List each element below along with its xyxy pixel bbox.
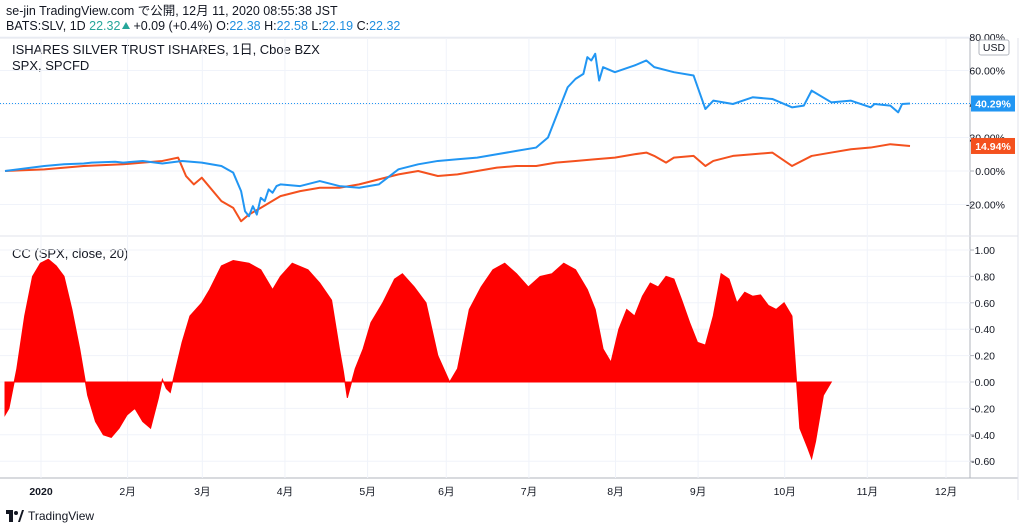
time-tick-label: 10月 bbox=[774, 486, 796, 498]
footer-label: TradingView bbox=[28, 509, 95, 523]
line-series bbox=[4, 52, 911, 223]
slv-last-badge-label: 40.29% bbox=[975, 99, 1011, 111]
cc-tick-label: -0.60 bbox=[971, 456, 995, 468]
tradingview-logo-icon bbox=[6, 510, 24, 522]
cc-tick-label: -0.20 bbox=[971, 403, 995, 415]
open-label: O: bbox=[216, 19, 230, 33]
currency-label: USD bbox=[983, 42, 1006, 54]
main-legend-line1[interactable]: ISHARES SILVER TRUST ISHARES, 1日, Cboe B… bbox=[12, 42, 320, 57]
low-label: L: bbox=[311, 19, 322, 33]
symbol-name: BATS:SLV, 1D bbox=[6, 19, 86, 33]
main-tick-label: 0.00% bbox=[975, 166, 1005, 178]
cc-area bbox=[4, 258, 833, 461]
slv-line bbox=[4, 52, 911, 218]
time-tick-label: 2020 bbox=[29, 486, 53, 498]
publish-title: se-jin TradingView.com で公開, 12月 11, 2020… bbox=[6, 4, 338, 18]
last-price: 22.32 bbox=[89, 19, 121, 33]
cc-tick-label: -0.40 bbox=[971, 430, 995, 442]
close-label: C: bbox=[356, 19, 370, 33]
high-label: H: bbox=[264, 19, 277, 33]
time-tick-label: 11月 bbox=[857, 486, 878, 498]
time-tick-label: 7月 bbox=[521, 486, 537, 498]
publish-info: se-jin TradingView.com で公開, 12月 11, 2020… bbox=[6, 4, 338, 19]
time-tick-label: 3月 bbox=[194, 486, 210, 498]
price-change: +0.09 (+0.4%) bbox=[133, 19, 213, 33]
time-tick-label: 6月 bbox=[438, 486, 454, 498]
main-tick-label: -20.00% bbox=[966, 200, 1005, 212]
slv-last-badge-box bbox=[971, 95, 1015, 112]
cc-tick-label: 1.00 bbox=[975, 245, 996, 257]
currency-box[interactable]: USD bbox=[978, 39, 1010, 56]
chart-frame bbox=[0, 37, 1019, 500]
open-value: 22.38 bbox=[229, 19, 261, 33]
time-tick-label: 8月 bbox=[607, 486, 623, 498]
close-value: 22.32 bbox=[369, 19, 401, 33]
last-value-badges: 40.29% 14.94% bbox=[971, 95, 1015, 154]
spx-line bbox=[4, 143, 911, 223]
spx-last-badge-box bbox=[971, 137, 1015, 154]
spx-last-badge-label: 14.94% bbox=[975, 141, 1011, 153]
cc-tick-label: 0.20 bbox=[975, 351, 996, 363]
cc-tick-label: 0.60 bbox=[975, 298, 996, 310]
footer-brand[interactable]: TradingView bbox=[6, 509, 94, 523]
time-axis[interactable]: 2020 2月 3月 4月 5月 6月 7月 8月 9月 10月 11月 12月 bbox=[29, 486, 957, 498]
time-tick-label: 2月 bbox=[119, 486, 135, 498]
symbol-quote-line: BATS:SLV, 1D 22.32 +0.09 (+0.4%) O:22.38 … bbox=[6, 19, 400, 34]
up-arrow-icon bbox=[122, 22, 131, 29]
time-tick-label: 9月 bbox=[690, 486, 706, 498]
time-tick-label: 4月 bbox=[277, 486, 293, 498]
time-tick-label: 5月 bbox=[359, 486, 375, 498]
cc-tick-label: 0.00 bbox=[975, 377, 996, 389]
main-tick-label: 60.00% bbox=[969, 66, 1005, 78]
low-value: 22.19 bbox=[321, 19, 354, 33]
cc-tick-label: 0.80 bbox=[975, 271, 996, 283]
high-value: 22.58 bbox=[276, 19, 308, 33]
time-tick-label: 12月 bbox=[935, 486, 957, 498]
cc-tick-label: 0.40 bbox=[975, 324, 996, 336]
main-legend-line2[interactable]: SPX, SPCFD bbox=[12, 58, 90, 73]
cc-area-series bbox=[4, 258, 833, 461]
